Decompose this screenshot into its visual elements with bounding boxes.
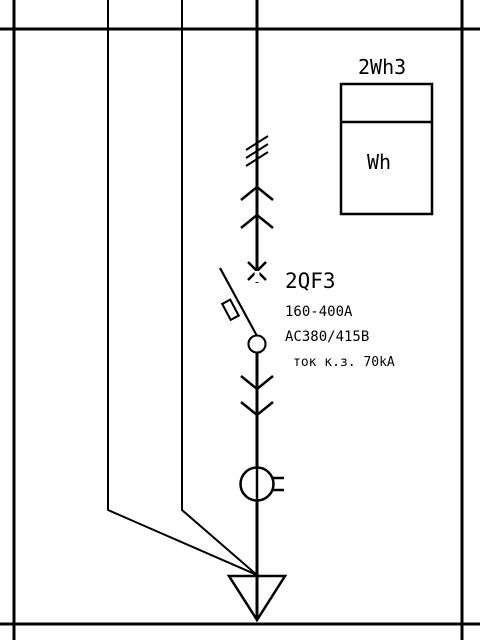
- auxiliary-wires: [107, 0, 258, 576]
- breaker-designation: 2QF3: [285, 269, 336, 293]
- breaker-voltage: AC380/415B: [285, 329, 369, 345]
- meter-box: [339, 82, 434, 216]
- breaker-current-range: 160-400A: [285, 304, 353, 320]
- cable-termination-triangle: [226, 574, 288, 623]
- energy-meter: 2Wh3 Wh: [339, 55, 434, 216]
- breaker-annotation: 2QF3 160-400A AC380/415B ток к.з. 70kA: [285, 269, 395, 370]
- lower-disconnect-contact: [240, 375, 274, 417]
- upper-disconnect-contact: [240, 185, 274, 229]
- aux-wire-2: [181, 0, 258, 576]
- aux-wire-1: [107, 0, 258, 576]
- meter-unit-label: Wh: [367, 150, 391, 174]
- current-transformer-icon: [239, 466, 284, 502]
- breaker-short-circuit: ток к.з. 70kA: [293, 355, 395, 370]
- three-phase-marker: [245, 135, 269, 167]
- meter-designation: 2Wh3: [358, 55, 406, 79]
